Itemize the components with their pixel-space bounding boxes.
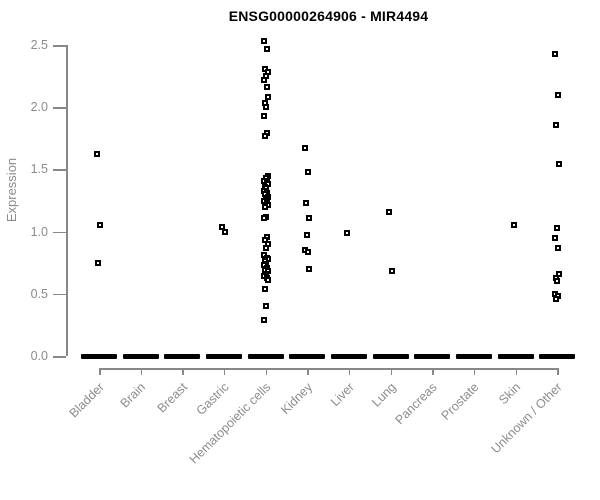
data-point <box>555 91 562 98</box>
x-tick-mark <box>432 368 434 375</box>
y-tick-label: 0.0 <box>30 349 48 363</box>
x-tick-mark <box>390 368 393 375</box>
data-point <box>264 94 271 101</box>
x-tick-mark <box>348 368 351 375</box>
zero-cluster-dash <box>289 353 326 359</box>
chart-title: ENSG00000264906 - MIR4494 <box>228 8 429 24</box>
data-point <box>97 222 103 229</box>
x-tick-mark <box>140 368 143 375</box>
x-tick-label-text: Brain <box>118 380 149 411</box>
x-tick-mark <box>557 368 559 375</box>
data-point <box>388 268 395 275</box>
x-tick-label-text: Breast <box>154 380 191 416</box>
x-tick-label-text: Kidney <box>278 380 316 417</box>
x-tick-mark <box>307 368 309 375</box>
y-tick-mark <box>53 293 66 296</box>
x-tick-mark <box>223 368 226 375</box>
y-tick-label: 1.0 <box>30 224 48 239</box>
data-point <box>343 229 350 236</box>
zero-cluster-dash <box>330 353 367 359</box>
data-point <box>94 151 100 158</box>
data-point <box>262 104 269 111</box>
data-point <box>555 244 562 251</box>
data-point <box>556 270 563 277</box>
x-tick-mark <box>473 368 476 375</box>
y-tick-mark <box>53 45 66 47</box>
y-tick-mark <box>53 107 66 109</box>
zero-cluster-dash <box>372 353 409 359</box>
data-point <box>305 248 312 255</box>
zero-cluster-dash <box>81 353 117 359</box>
data-point <box>556 161 563 168</box>
data-point <box>552 234 559 241</box>
data-point <box>510 222 517 229</box>
x-tick-label-text: Hematopoietic cells <box>186 380 274 467</box>
zero-cluster-dash <box>164 353 201 359</box>
data-point <box>260 214 267 221</box>
data-point <box>221 228 228 235</box>
data-point <box>261 203 268 210</box>
x-axis-line <box>99 368 558 370</box>
data-point <box>263 45 270 52</box>
y-axis-line <box>66 45 68 356</box>
data-point <box>261 285 268 292</box>
x-tick-label-text: Lung <box>368 380 399 410</box>
data-point <box>260 316 267 323</box>
data-point <box>304 232 311 239</box>
y-tick-label: 2.5 <box>30 38 48 52</box>
x-tick-label-text: Bladder <box>66 380 107 421</box>
x-tick-mark <box>182 368 184 375</box>
y-tick-label: 1.5 <box>30 162 48 177</box>
data-point <box>263 84 270 91</box>
zero-cluster-dash <box>455 353 492 359</box>
y-tick-mark <box>53 356 66 358</box>
x-tick-label-text: Gastric <box>193 380 232 418</box>
data-point <box>262 244 269 251</box>
data-point <box>305 168 312 175</box>
data-point <box>260 38 267 45</box>
data-point <box>553 121 560 128</box>
data-point <box>554 278 561 285</box>
data-point <box>260 76 267 83</box>
y-tick-label: 0.5 <box>30 286 48 301</box>
data-point <box>554 224 561 231</box>
data-point <box>262 303 269 310</box>
y-tick-mark <box>53 231 66 234</box>
data-point <box>302 145 309 152</box>
x-tick-label-text: Liver <box>327 380 357 410</box>
data-point <box>95 259 101 266</box>
data-point <box>261 132 268 139</box>
x-tick-label-text: Skin <box>496 380 524 408</box>
zero-cluster-dash <box>205 353 242 359</box>
zero-cluster-dash <box>247 353 284 359</box>
data-point <box>306 214 313 221</box>
zero-cluster-dash <box>122 353 159 359</box>
data-point <box>264 277 271 284</box>
zero-cluster-dash <box>497 353 534 359</box>
data-point <box>260 112 267 119</box>
x-tick-label-text: Pancreas <box>392 380 441 428</box>
y-tick-label: 2.0 <box>30 100 48 115</box>
data-point <box>385 208 392 215</box>
data-point <box>306 265 313 272</box>
x-tick-mark <box>265 368 268 375</box>
zero-cluster-dash <box>414 353 451 359</box>
data-point <box>552 50 559 57</box>
zero-cluster-dash <box>539 353 576 359</box>
y-tick-mark <box>53 169 66 171</box>
x-tick-label-text: Prostate <box>438 380 482 423</box>
x-tick-mark <box>515 368 517 375</box>
x-tick-mark <box>99 368 101 375</box>
data-point <box>553 295 560 302</box>
data-point <box>303 199 310 206</box>
